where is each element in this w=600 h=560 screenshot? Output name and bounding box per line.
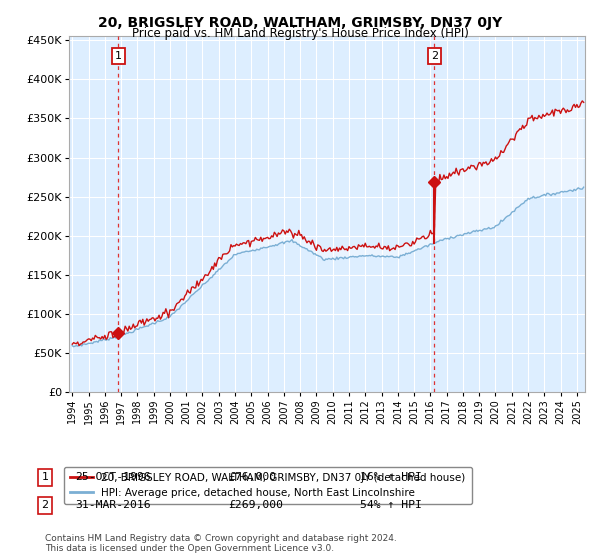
Text: 1: 1 <box>41 472 49 482</box>
Text: 2: 2 <box>41 500 49 510</box>
Text: 1: 1 <box>115 51 122 61</box>
Text: £269,000: £269,000 <box>228 500 283 510</box>
Text: 31-MAR-2016: 31-MAR-2016 <box>75 500 151 510</box>
Text: 54% ↑ HPI: 54% ↑ HPI <box>360 500 422 510</box>
Text: Contains HM Land Registry data © Crown copyright and database right 2024.
This d: Contains HM Land Registry data © Crown c… <box>45 534 397 553</box>
Text: 20, BRIGSLEY ROAD, WALTHAM, GRIMSBY, DN37 0JY: 20, BRIGSLEY ROAD, WALTHAM, GRIMSBY, DN3… <box>98 16 502 30</box>
Text: 2: 2 <box>431 51 438 61</box>
Text: Price paid vs. HM Land Registry's House Price Index (HPI): Price paid vs. HM Land Registry's House … <box>131 27 469 40</box>
Text: 16% ↑ HPI: 16% ↑ HPI <box>360 472 422 482</box>
Text: £76,000: £76,000 <box>228 472 276 482</box>
Text: 25-OCT-1996: 25-OCT-1996 <box>75 472 151 482</box>
Legend: 20, BRIGSLEY ROAD, WALTHAM, GRIMSBY, DN37 0JY (detached house), HPI: Average pri: 20, BRIGSLEY ROAD, WALTHAM, GRIMSBY, DN3… <box>64 466 472 504</box>
